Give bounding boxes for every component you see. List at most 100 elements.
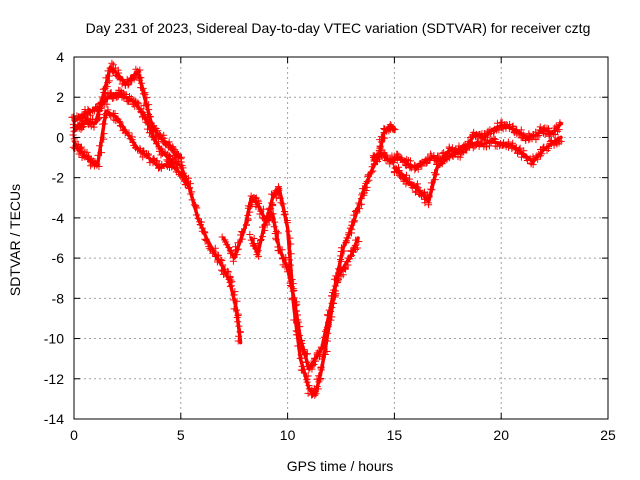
data-point — [333, 274, 341, 282]
data-point — [234, 337, 242, 345]
data-point — [538, 150, 546, 158]
data-point — [164, 157, 172, 165]
data-point — [228, 278, 236, 286]
data-point — [294, 342, 302, 350]
data-point — [462, 145, 470, 153]
data-point — [274, 183, 282, 191]
data-point — [390, 168, 398, 176]
data-point — [557, 137, 565, 145]
data-point — [300, 346, 308, 354]
data-point — [71, 137, 79, 145]
data-point — [116, 87, 124, 95]
data-point — [274, 229, 282, 237]
data-point — [523, 154, 531, 162]
data-point — [219, 261, 227, 269]
data-point — [132, 65, 140, 73]
data-point — [543, 124, 551, 132]
data-point — [533, 132, 541, 140]
data-point — [295, 318, 303, 326]
data-point — [230, 291, 238, 299]
data-point — [186, 184, 194, 192]
y-axis-label: SDTVAR / TECUs — [7, 184, 23, 296]
x-tick-label: 15 — [387, 427, 403, 443]
data-point — [69, 131, 77, 139]
data-point — [314, 385, 322, 393]
data-point — [218, 256, 226, 264]
data-point — [270, 223, 278, 231]
data-point — [375, 153, 383, 161]
data-point — [416, 161, 424, 169]
data-point — [274, 246, 282, 254]
data-point — [424, 191, 432, 199]
data-point — [69, 124, 77, 132]
data-point — [332, 287, 340, 295]
data-point — [419, 190, 427, 198]
data-point — [255, 252, 263, 260]
data-point — [233, 246, 241, 254]
data-point — [120, 126, 128, 134]
data-point — [233, 297, 241, 305]
data-point — [114, 73, 122, 81]
data-point — [363, 183, 371, 191]
data-point — [222, 238, 230, 246]
data-point — [375, 146, 383, 154]
data-point — [376, 143, 384, 151]
data-point — [508, 123, 516, 131]
data-point — [210, 248, 218, 256]
data-point — [469, 144, 477, 152]
data-point — [343, 234, 351, 242]
data-point — [284, 268, 292, 276]
y-tick-label: -2 — [52, 170, 65, 186]
data-point — [265, 214, 273, 222]
data-point — [254, 247, 262, 255]
data-point — [330, 286, 338, 294]
data-point — [552, 122, 560, 130]
data-point — [125, 98, 133, 106]
data-point — [516, 144, 524, 152]
data-point — [96, 101, 104, 109]
data-point — [135, 100, 143, 108]
data-point — [169, 147, 177, 155]
data-point — [150, 122, 158, 130]
data-point — [339, 271, 347, 279]
data-point — [311, 391, 319, 399]
data-point — [253, 248, 261, 256]
data-point — [278, 246, 286, 254]
data-point — [504, 138, 512, 146]
data-point — [304, 372, 312, 380]
data-point — [244, 215, 252, 223]
data-point — [229, 296, 237, 304]
data-point — [137, 84, 145, 92]
data-point — [324, 311, 331, 319]
data-point — [280, 211, 288, 219]
data-point — [86, 120, 94, 128]
data-point — [217, 256, 225, 264]
y-tick-label: -8 — [52, 290, 65, 306]
data-point — [142, 118, 150, 126]
data-point — [403, 171, 411, 179]
x-tick-label: 0 — [70, 427, 78, 443]
data-point — [428, 186, 436, 194]
data-point — [528, 135, 536, 143]
data-point — [224, 268, 232, 276]
data-point — [475, 138, 483, 146]
data-point — [500, 139, 508, 147]
data-point — [525, 136, 533, 144]
y-tick-label: 0 — [56, 129, 64, 145]
data-point — [320, 333, 328, 341]
data-point — [539, 129, 547, 137]
data-point — [391, 126, 399, 134]
data-point — [286, 256, 294, 264]
data-point — [478, 140, 486, 148]
data-point — [391, 164, 399, 172]
data-point — [365, 172, 373, 180]
data-point — [425, 192, 433, 200]
data-point — [105, 72, 113, 80]
data-point — [556, 121, 564, 129]
data-point — [490, 135, 498, 143]
data-point — [137, 79, 145, 87]
data-point — [292, 307, 300, 315]
data-point — [341, 264, 349, 272]
data-point — [352, 206, 360, 214]
data-point — [227, 248, 235, 256]
